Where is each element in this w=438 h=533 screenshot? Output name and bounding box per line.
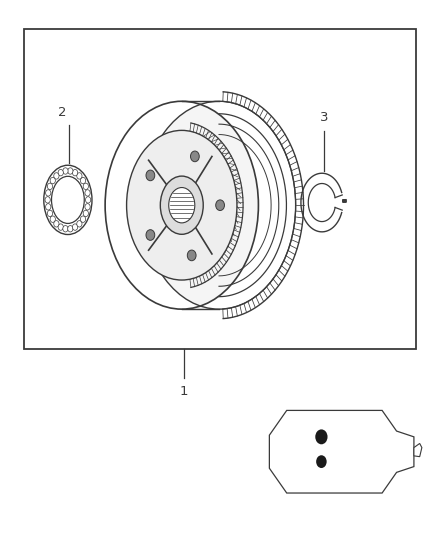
Circle shape <box>50 177 55 184</box>
Polygon shape <box>414 443 422 457</box>
Circle shape <box>63 225 68 232</box>
Ellipse shape <box>169 188 195 223</box>
Circle shape <box>215 200 224 211</box>
Ellipse shape <box>52 176 84 223</box>
Circle shape <box>187 250 196 261</box>
Ellipse shape <box>127 131 237 280</box>
Circle shape <box>81 177 86 184</box>
Circle shape <box>191 151 199 161</box>
Polygon shape <box>269 410 414 493</box>
Circle shape <box>77 173 82 179</box>
Circle shape <box>146 230 155 240</box>
Circle shape <box>72 224 78 230</box>
Circle shape <box>54 173 59 179</box>
Circle shape <box>83 183 88 190</box>
Ellipse shape <box>160 176 203 235</box>
Circle shape <box>46 190 51 196</box>
Circle shape <box>54 221 59 227</box>
Circle shape <box>316 455 327 468</box>
Circle shape <box>47 183 53 190</box>
Circle shape <box>58 169 64 176</box>
Circle shape <box>85 204 90 210</box>
Circle shape <box>72 169 78 176</box>
Circle shape <box>46 204 51 210</box>
Ellipse shape <box>44 165 92 235</box>
Circle shape <box>50 216 55 222</box>
Text: 3: 3 <box>320 111 328 124</box>
Polygon shape <box>142 101 258 309</box>
Circle shape <box>58 224 64 230</box>
Circle shape <box>85 197 91 203</box>
Text: 2: 2 <box>58 106 67 119</box>
Circle shape <box>68 225 73 232</box>
Circle shape <box>77 221 82 227</box>
Circle shape <box>315 430 328 445</box>
Circle shape <box>81 216 86 222</box>
Circle shape <box>47 210 53 216</box>
Circle shape <box>45 197 50 203</box>
Bar <box>24 29 416 349</box>
Text: 1: 1 <box>180 385 188 398</box>
Circle shape <box>63 168 68 174</box>
Circle shape <box>68 168 73 174</box>
Circle shape <box>85 190 90 196</box>
Circle shape <box>83 210 88 216</box>
Circle shape <box>146 170 155 181</box>
